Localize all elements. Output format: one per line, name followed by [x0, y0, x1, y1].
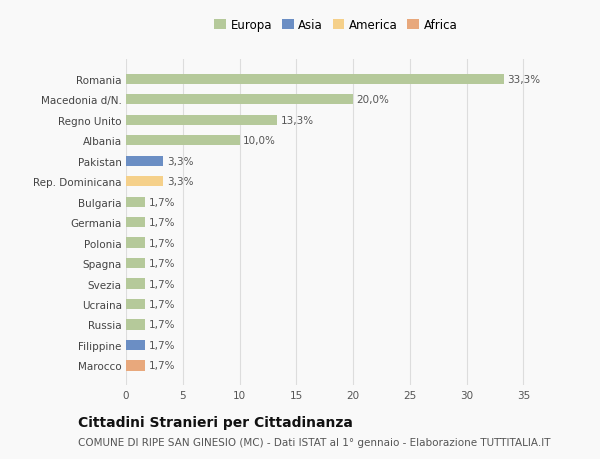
Text: 13,3%: 13,3% — [280, 116, 314, 125]
Text: 20,0%: 20,0% — [356, 95, 389, 105]
Text: COMUNE DI RIPE SAN GINESIO (MC) - Dati ISTAT al 1° gennaio - Elaborazione TUTTIT: COMUNE DI RIPE SAN GINESIO (MC) - Dati I… — [78, 437, 551, 447]
Text: Cittadini Stranieri per Cittadinanza: Cittadini Stranieri per Cittadinanza — [78, 415, 353, 429]
Text: 1,7%: 1,7% — [149, 340, 175, 350]
Bar — [126, 319, 145, 330]
Bar — [126, 115, 277, 126]
Bar — [126, 95, 353, 105]
Text: 3,3%: 3,3% — [167, 177, 193, 187]
Text: 1,7%: 1,7% — [149, 320, 175, 330]
Text: 1,7%: 1,7% — [149, 258, 175, 269]
Text: 1,7%: 1,7% — [149, 238, 175, 248]
Bar — [126, 197, 145, 207]
Bar — [126, 136, 239, 146]
Bar — [126, 299, 145, 309]
Bar — [126, 177, 163, 187]
Text: 10,0%: 10,0% — [243, 136, 276, 146]
Bar — [126, 340, 145, 350]
Text: 1,7%: 1,7% — [149, 197, 175, 207]
Bar — [126, 258, 145, 269]
Text: 33,3%: 33,3% — [508, 75, 541, 84]
Text: 1,7%: 1,7% — [149, 218, 175, 228]
Bar — [126, 74, 504, 85]
Text: 1,7%: 1,7% — [149, 361, 175, 370]
Bar — [126, 279, 145, 289]
Bar — [126, 238, 145, 248]
Text: 1,7%: 1,7% — [149, 279, 175, 289]
Bar — [126, 360, 145, 371]
Bar — [126, 218, 145, 228]
Text: 1,7%: 1,7% — [149, 299, 175, 309]
Text: 3,3%: 3,3% — [167, 157, 193, 166]
Bar — [126, 156, 163, 167]
Legend: Europa, Asia, America, Africa: Europa, Asia, America, Africa — [212, 17, 460, 34]
